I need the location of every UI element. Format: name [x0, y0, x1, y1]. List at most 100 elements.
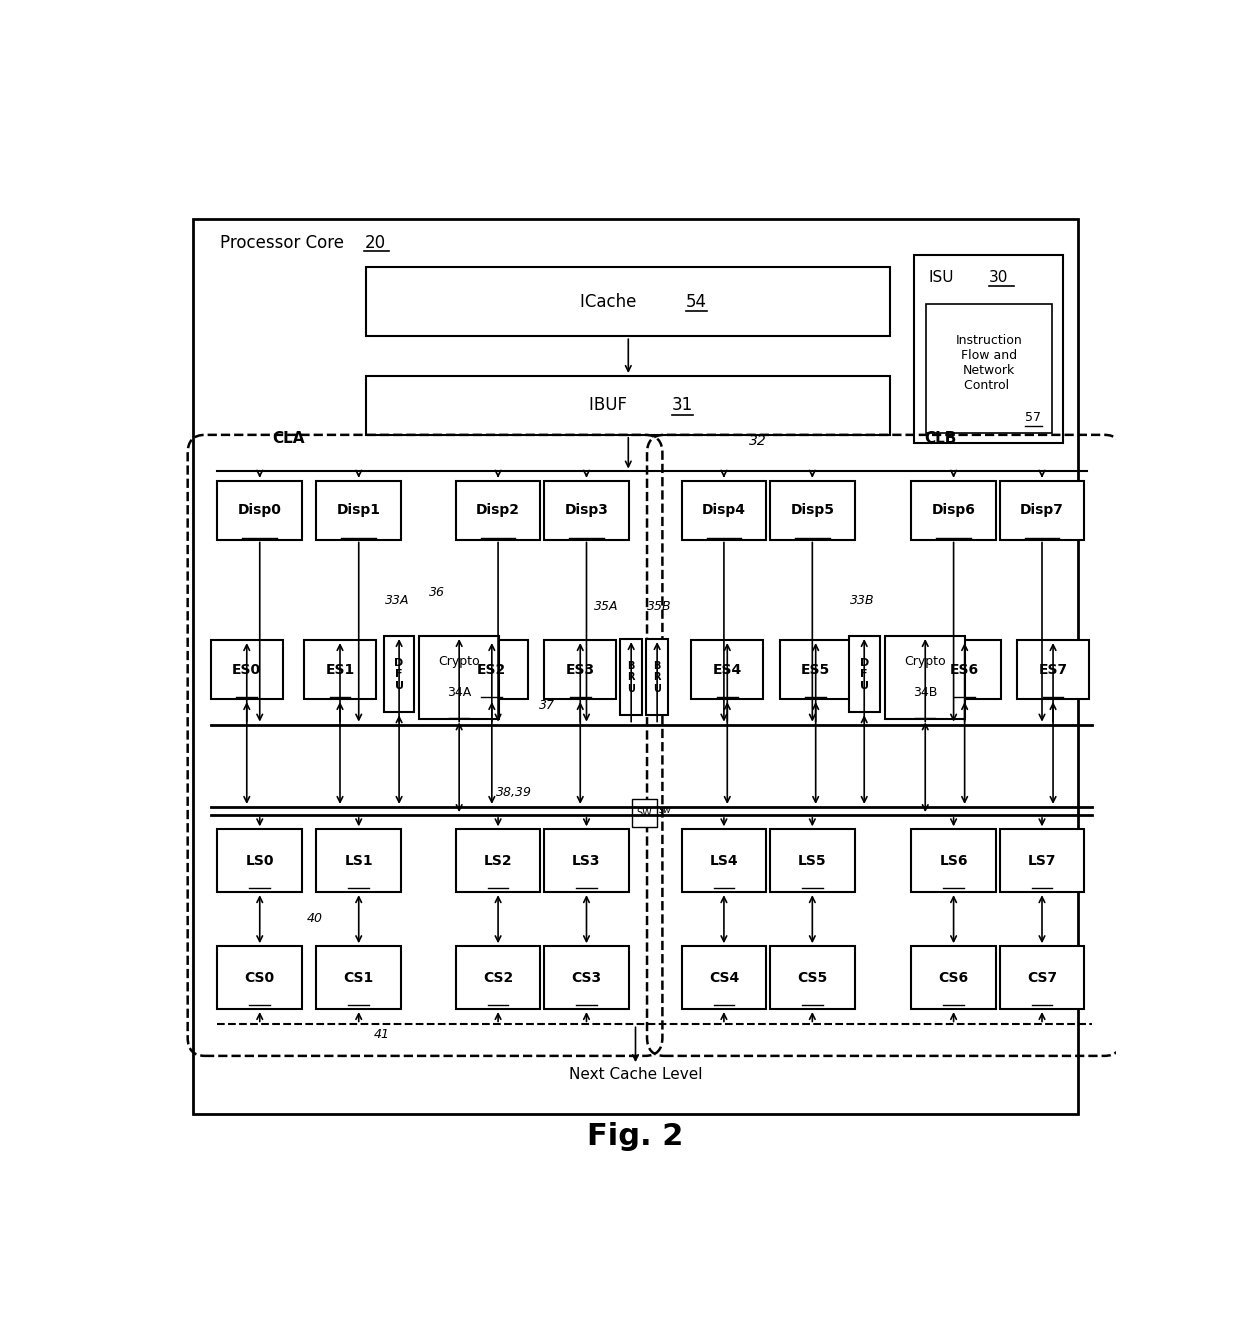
FancyBboxPatch shape: [1017, 640, 1089, 700]
FancyBboxPatch shape: [631, 799, 657, 828]
FancyBboxPatch shape: [316, 829, 401, 892]
FancyBboxPatch shape: [911, 829, 996, 892]
Text: ES0: ES0: [232, 663, 262, 677]
FancyBboxPatch shape: [926, 304, 1052, 433]
FancyBboxPatch shape: [849, 636, 879, 713]
FancyBboxPatch shape: [682, 946, 766, 1008]
Text: Next Cache Level: Next Cache Level: [569, 1067, 702, 1081]
FancyBboxPatch shape: [544, 480, 629, 540]
Text: Disp0: Disp0: [238, 503, 281, 517]
Text: B
R
U: B R U: [627, 661, 635, 694]
Text: Disp7: Disp7: [1021, 503, 1064, 517]
Text: sw: sw: [658, 805, 672, 814]
Text: CLA: CLA: [273, 432, 305, 446]
Text: ES7: ES7: [1038, 663, 1068, 677]
Text: Disp4: Disp4: [702, 503, 746, 517]
FancyBboxPatch shape: [217, 946, 303, 1008]
FancyBboxPatch shape: [770, 946, 854, 1008]
Text: LS6: LS6: [940, 854, 968, 867]
Text: Crypto: Crypto: [439, 655, 480, 668]
FancyBboxPatch shape: [217, 829, 303, 892]
FancyBboxPatch shape: [419, 636, 498, 719]
Text: CS5: CS5: [797, 970, 827, 985]
Text: 34B: 34B: [913, 685, 937, 698]
Text: D
F
U: D F U: [859, 657, 869, 690]
FancyBboxPatch shape: [929, 640, 1001, 700]
FancyBboxPatch shape: [682, 480, 766, 540]
FancyBboxPatch shape: [316, 480, 401, 540]
FancyBboxPatch shape: [646, 639, 668, 715]
FancyBboxPatch shape: [367, 267, 890, 337]
Text: Disp2: Disp2: [476, 503, 520, 517]
FancyBboxPatch shape: [456, 829, 541, 892]
Text: Processor Core: Processor Core: [221, 234, 350, 252]
Text: 33B: 33B: [849, 594, 874, 607]
Text: CS1: CS1: [343, 970, 373, 985]
FancyBboxPatch shape: [211, 640, 283, 700]
Text: LS1: LS1: [345, 854, 373, 867]
Text: ISU: ISU: [929, 269, 954, 285]
FancyBboxPatch shape: [316, 946, 401, 1008]
Text: LS3: LS3: [572, 854, 600, 867]
Text: LS0: LS0: [246, 854, 274, 867]
Text: ES3: ES3: [565, 663, 595, 677]
Text: D
F
U: D F U: [394, 657, 404, 690]
Text: ES6: ES6: [950, 663, 980, 677]
Text: 31: 31: [672, 396, 693, 414]
Text: 38,39: 38,39: [496, 787, 532, 799]
Text: CS7: CS7: [1027, 970, 1056, 985]
Text: 30: 30: [990, 269, 1008, 285]
FancyBboxPatch shape: [456, 640, 528, 700]
FancyBboxPatch shape: [217, 480, 303, 540]
FancyBboxPatch shape: [770, 829, 854, 892]
Text: Disp5: Disp5: [790, 503, 835, 517]
Text: Disp3: Disp3: [564, 503, 609, 517]
Text: SW: SW: [636, 808, 652, 818]
FancyBboxPatch shape: [999, 829, 1084, 892]
Text: LS7: LS7: [1028, 854, 1056, 867]
Text: ES2: ES2: [477, 663, 506, 677]
Text: 35A: 35A: [594, 601, 619, 612]
Text: 35B: 35B: [647, 601, 672, 612]
FancyBboxPatch shape: [999, 480, 1084, 540]
FancyBboxPatch shape: [780, 640, 852, 700]
Text: 20: 20: [365, 234, 386, 252]
Text: 34A: 34A: [448, 685, 471, 698]
FancyBboxPatch shape: [456, 480, 541, 540]
FancyBboxPatch shape: [456, 946, 541, 1008]
Text: LS5: LS5: [799, 854, 827, 867]
FancyBboxPatch shape: [620, 639, 642, 715]
Text: CS2: CS2: [482, 970, 513, 985]
FancyBboxPatch shape: [682, 829, 766, 892]
FancyBboxPatch shape: [691, 640, 764, 700]
FancyBboxPatch shape: [544, 946, 629, 1008]
Text: 54: 54: [686, 293, 707, 310]
Text: ES4: ES4: [713, 663, 742, 677]
Text: B
R
U: B R U: [653, 661, 661, 694]
Text: Disp6: Disp6: [931, 503, 976, 517]
FancyBboxPatch shape: [193, 219, 1078, 1114]
FancyBboxPatch shape: [914, 255, 1063, 444]
FancyBboxPatch shape: [911, 946, 996, 1008]
Text: LS4: LS4: [709, 854, 738, 867]
FancyBboxPatch shape: [999, 946, 1084, 1008]
FancyBboxPatch shape: [544, 829, 629, 892]
Text: ICache: ICache: [580, 293, 642, 310]
Text: ES1: ES1: [325, 663, 355, 677]
FancyBboxPatch shape: [911, 480, 996, 540]
Text: CLB: CLB: [924, 432, 956, 446]
Text: CS3: CS3: [572, 970, 601, 985]
FancyBboxPatch shape: [885, 636, 965, 719]
Text: ES5: ES5: [801, 663, 831, 677]
Text: Instruction
Flow and
Network
Control: Instruction Flow and Network Control: [955, 334, 1022, 392]
Text: 36: 36: [429, 586, 445, 599]
Text: LS2: LS2: [484, 854, 512, 867]
Text: Disp1: Disp1: [337, 503, 381, 517]
Text: Fig. 2: Fig. 2: [588, 1122, 683, 1151]
Text: 40: 40: [306, 912, 322, 925]
FancyBboxPatch shape: [544, 640, 616, 700]
Text: Crypto: Crypto: [904, 655, 946, 668]
Text: 33A: 33A: [384, 594, 409, 607]
Text: 32: 32: [749, 434, 766, 447]
FancyBboxPatch shape: [304, 640, 376, 700]
